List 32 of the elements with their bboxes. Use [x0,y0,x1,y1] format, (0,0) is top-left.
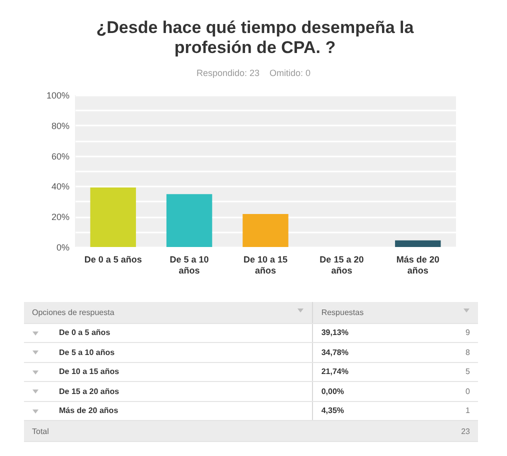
category-label: De 0 a 5 años [59,328,110,338]
y-tick-label: 80% [51,120,70,131]
text: Opciones de respuesta [24,302,313,323]
text: 1 [432,401,478,420]
text: 34,78% [321,348,348,357]
text: 0,00% [321,386,344,396]
text: 4,35% [321,406,344,416]
category-label: De 10 a 15 años [59,367,120,376]
text: 8 [432,342,478,362]
text: 21,74% [321,367,348,376]
x-tick-label: De 5 a 10 años [170,254,209,276]
category-label: De 5 a 10 años [59,348,115,357]
x-tick-label: De 15 a 20 años [320,254,364,276]
text: 5 [432,362,478,382]
text: 9 [432,323,478,342]
y-tick-label: 20% [51,212,70,222]
x-tick-label: De 10 a 15 años [243,254,288,276]
chart-subtitle: Respondido: 23 Omitido: 0 [195,68,312,78]
text: 0 [432,382,478,401]
x-tick-label: De 0 a 5 años [84,254,142,264]
text: Total [24,420,313,442]
y-tick-label: 100% [46,90,70,100]
text: 23 [312,420,478,442]
y-tick-label: 0% [56,242,70,252]
y-tick-label: 40% [51,182,70,192]
y-tick-label: 60% [51,151,70,162]
category-label: De 15 a 20 años [59,386,120,396]
text: 39,13% [321,328,348,338]
chart-title: ¿Desde hace qué tiempo desempeña la profesión de CPA. ? [95,18,415,58]
category-label: Más de 20 años [59,406,118,416]
text: Respuestas [312,302,478,323]
x-tick-label: Más de 20 años [396,254,440,276]
